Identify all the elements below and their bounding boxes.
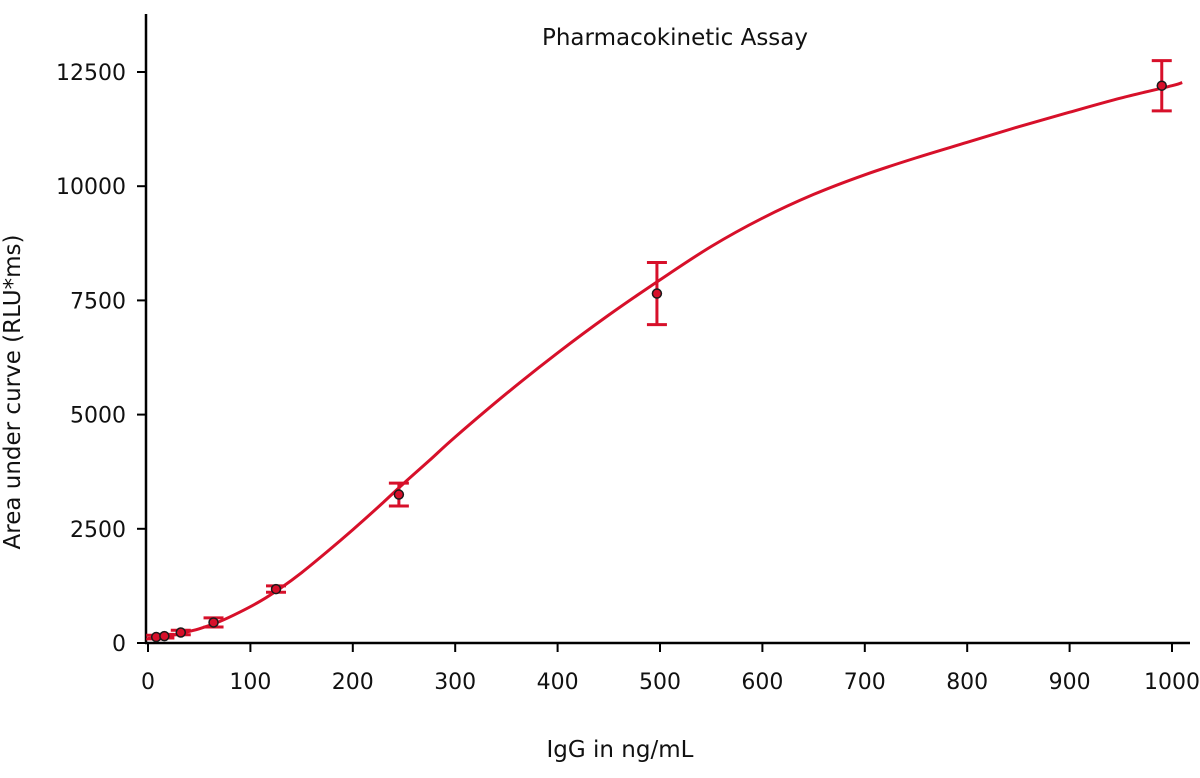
x-tick-label: 800 bbox=[946, 670, 988, 695]
data-point bbox=[159, 630, 170, 642]
x-tick-label: 200 bbox=[332, 670, 374, 695]
data-point bbox=[175, 627, 187, 638]
y-tick-label: 12500 bbox=[56, 61, 126, 86]
y-tick-label: 2500 bbox=[70, 518, 126, 543]
y-axis-title: Area under curve (RLU*ms) bbox=[0, 235, 26, 550]
x-axis-ticks: 0 100 200 300 400 500 600 700 800 900 1000 bbox=[141, 643, 1200, 695]
data-point bbox=[270, 583, 282, 595]
x-tick-label: 1000 bbox=[1144, 670, 1200, 695]
data-point bbox=[651, 288, 663, 299]
error-bar-layer bbox=[146, 59, 1172, 641]
x-tick-label: 400 bbox=[537, 670, 579, 695]
x-tick-label: 700 bbox=[844, 670, 886, 695]
data-point bbox=[208, 617, 219, 628]
data-point bbox=[1156, 80, 1168, 91]
x-tick-label: 500 bbox=[639, 670, 681, 695]
x-tick-label: 300 bbox=[434, 670, 476, 695]
x-tick-label: 0 bbox=[141, 670, 155, 695]
y-tick-label: 7500 bbox=[70, 289, 126, 314]
axes-group bbox=[144, 14, 1190, 645]
y-tick-label: 5000 bbox=[70, 404, 126, 429]
fit-curve-layer bbox=[147, 81, 1183, 640]
y-axis-ticks: 0 2500 5000 7500 10000 12500 bbox=[56, 61, 146, 657]
y-tick-label: 0 bbox=[112, 632, 126, 657]
fit-curve bbox=[147, 81, 1183, 640]
data-point bbox=[393, 489, 405, 500]
x-axis-title: IgG in ng/mL bbox=[547, 737, 694, 763]
chart-title: Pharmacokinetic Assay bbox=[542, 25, 808, 51]
y-tick-label: 10000 bbox=[56, 175, 126, 200]
x-tick-label: 900 bbox=[1049, 670, 1091, 695]
x-tick-label: 100 bbox=[229, 670, 271, 695]
x-tick-label: 600 bbox=[741, 670, 783, 695]
data-point-layer bbox=[150, 80, 1168, 643]
